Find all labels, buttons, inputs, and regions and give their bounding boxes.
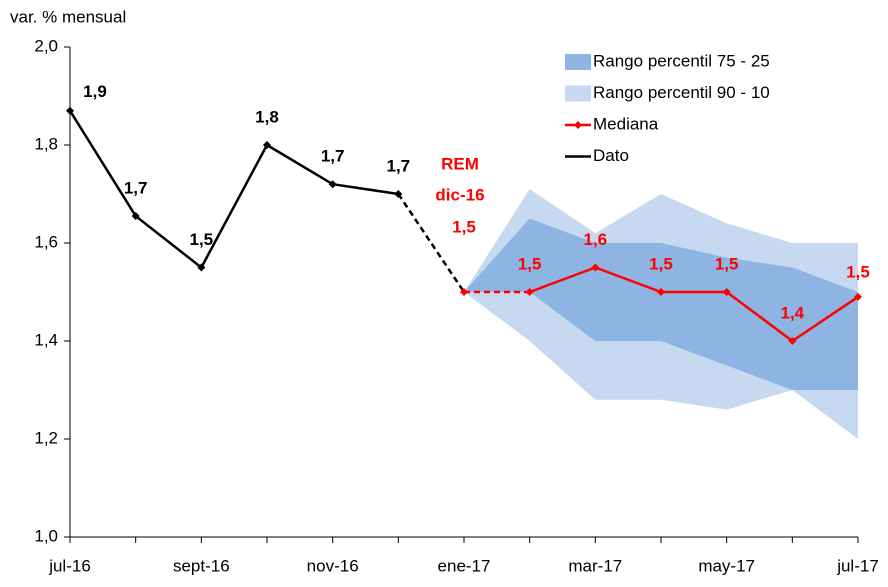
line-segment <box>529 266 596 294</box>
x-tick-label: mar-17 <box>568 556 622 575</box>
connector-line <box>397 193 466 293</box>
x-tick-label: ene-17 <box>438 556 491 575</box>
point-marker <box>131 212 140 221</box>
value-label: 1,7 <box>387 156 411 175</box>
line-segment <box>791 295 859 343</box>
point-marker <box>788 337 797 345</box>
legend-label: Mediana <box>593 114 659 133</box>
line-segment <box>594 266 662 294</box>
legend-label: Rango percentil 90 - 10 <box>593 83 770 102</box>
point-marker <box>854 292 862 301</box>
legend-marker <box>574 121 582 129</box>
value-label: 1,5 <box>715 254 739 273</box>
y-tick-label: 1,0 <box>34 526 58 545</box>
line-segment <box>725 290 794 343</box>
y-tick-label: 1,2 <box>34 428 58 447</box>
legend-swatch <box>565 54 591 70</box>
value-label: 1,5 <box>190 230 214 249</box>
line-segment <box>200 144 269 269</box>
percentile-band <box>464 218 858 390</box>
value-label: 1,5 <box>518 254 542 273</box>
point-marker <box>722 288 731 296</box>
annotation: REM <box>441 154 479 173</box>
y-tick-label: 1,8 <box>34 134 58 153</box>
point-marker <box>263 141 271 149</box>
point-marker <box>197 263 206 272</box>
point-marker <box>460 288 468 296</box>
x-tick-label: jul-16 <box>48 556 91 575</box>
x-tick-label: nov-16 <box>307 556 359 575</box>
value-label: 1,5 <box>649 254 673 273</box>
value-label: 1,5 <box>846 262 870 281</box>
value-label: 1,8 <box>255 107 279 126</box>
line-segment <box>266 143 334 186</box>
line-segment <box>332 182 399 196</box>
y-tick-label: 1,6 <box>34 232 58 251</box>
point-marker <box>657 288 665 296</box>
legend-label: Rango percentil 75 - 25 <box>593 51 770 70</box>
x-tick-label: jul-17 <box>836 556 879 575</box>
value-label: 1,7 <box>124 179 148 198</box>
point-marker <box>394 190 403 198</box>
line-segment <box>68 110 137 217</box>
value-label: 1,9 <box>83 82 107 101</box>
y-tick-label: 2,0 <box>34 36 58 55</box>
legend-swatch <box>565 85 591 102</box>
point-marker <box>591 263 600 272</box>
x-tick-label: sept-16 <box>173 556 230 575</box>
value-label: 1,4 <box>781 303 805 322</box>
value-label: 1,6 <box>584 230 608 249</box>
line-segment <box>134 215 203 269</box>
point-marker <box>328 180 337 189</box>
legend-label: Dato <box>593 146 629 165</box>
value-label: 1,7 <box>321 147 345 166</box>
x-tick-label: may-17 <box>698 556 755 575</box>
value-label: 1,5 <box>452 217 476 236</box>
y-tick-label: 1,4 <box>34 330 58 349</box>
y-axis-label: var. % mensual <box>10 7 126 26</box>
point-marker <box>525 288 534 296</box>
annotation: dic-16 <box>435 185 484 204</box>
